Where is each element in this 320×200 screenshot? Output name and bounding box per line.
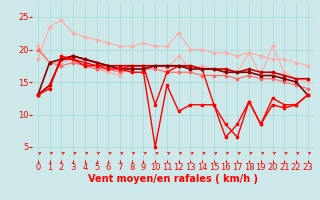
X-axis label: Vent moyen/en rafales ( km/h ): Vent moyen/en rafales ( km/h ) [88, 174, 258, 184]
